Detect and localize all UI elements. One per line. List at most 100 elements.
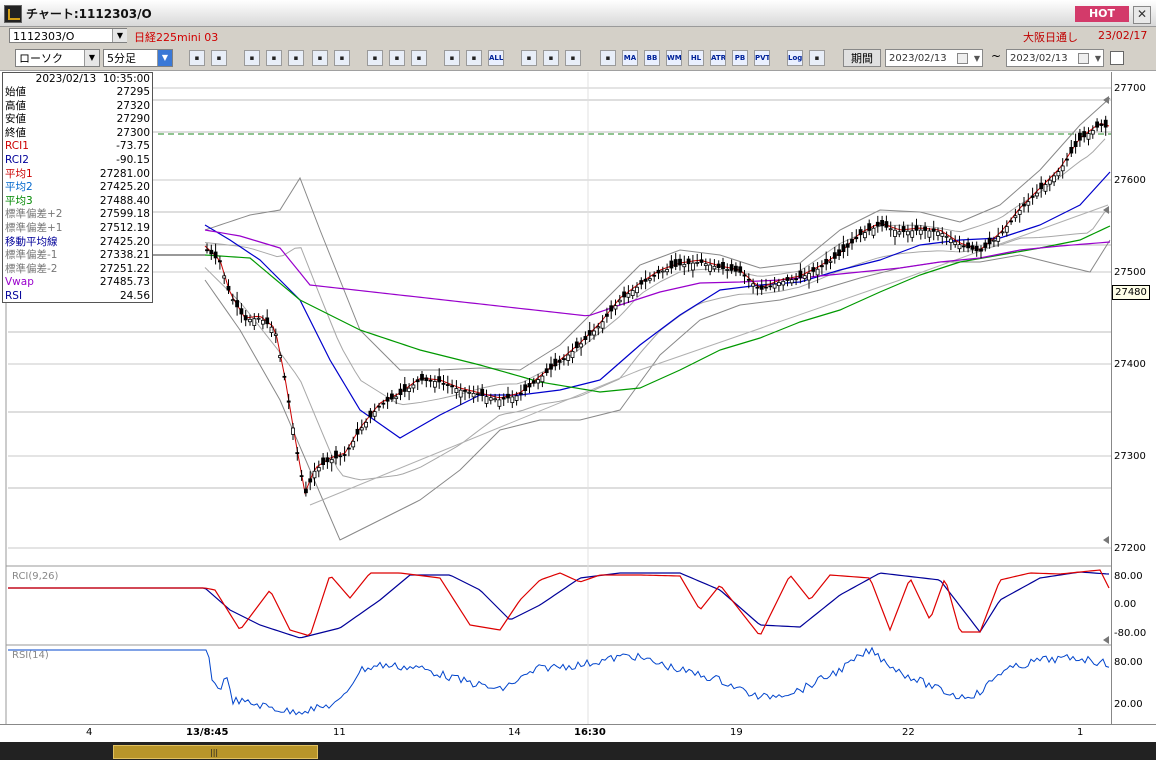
info-value: 27599.18 (99, 208, 150, 221)
candle-body (432, 381, 437, 388)
candle-body (329, 459, 334, 464)
wrench-icon[interactable]: ▪ (543, 50, 559, 66)
candle-body (725, 269, 730, 271)
pointer-icon[interactable]: ▪ (389, 50, 405, 66)
palette-icon[interactable]: ▪ (565, 50, 581, 66)
hot-button[interactable]: HOT (1075, 6, 1129, 22)
candle-body (1035, 192, 1039, 197)
toolbar-button-hl[interactable]: HL (688, 50, 704, 66)
toolbar-button-wma[interactable]: WMA (666, 50, 682, 66)
candle-body (316, 467, 321, 472)
candle-body (1069, 146, 1074, 154)
date-range-checkbox[interactable] (1110, 51, 1124, 65)
rsi-axis-label: 20.00 (1114, 699, 1143, 710)
toolbar-button-atr[interactable]: ATR (710, 50, 726, 66)
candle-body (927, 230, 932, 238)
blank-icon[interactable]: ▪ (334, 50, 350, 66)
candle-body (506, 393, 510, 399)
toolbar-button-all[interactable]: ALL (488, 50, 504, 66)
toolbar-button-bb[interactable]: BB (644, 50, 660, 66)
candle-body (630, 290, 635, 296)
candle-body (1052, 175, 1056, 183)
toolbar-button-pb[interactable]: PB (732, 50, 748, 66)
candle-body (1022, 203, 1026, 207)
grid-icon[interactable]: ▪ (600, 50, 616, 66)
candle-body (338, 455, 343, 458)
candle-body (635, 286, 639, 294)
toolbar-button-log[interactable]: Log (787, 50, 803, 66)
chart-scrollbar[interactable]: ||| (0, 742, 1156, 760)
chevron-down-icon[interactable]: ▼ (1094, 54, 1101, 63)
candle-body (381, 402, 386, 405)
interval-select[interactable]: 5分足 ▼ (103, 49, 173, 67)
candle-body (415, 379, 420, 383)
candle-body (579, 343, 583, 348)
candle-body (777, 282, 781, 287)
calendar-icon[interactable] (1078, 53, 1089, 64)
info-value: 27300 (116, 126, 150, 139)
search-icon[interactable]: ▪ (189, 50, 205, 66)
export-icon[interactable]: ▪ (809, 50, 825, 66)
candle-body (643, 278, 648, 282)
info-datetime: 2023/02/13 10:35:00 (35, 73, 150, 85)
candle-body (260, 319, 265, 325)
chart-type-select[interactable]: ローソク ▼ (15, 49, 100, 67)
candle-body (1047, 179, 1052, 185)
info-value: 27295 (116, 86, 150, 98)
arrow-icon[interactable]: ▪ (411, 50, 427, 66)
info-label: 標準偏差-1 (5, 249, 58, 262)
candle-body (501, 397, 506, 400)
info-row: 移動平均線 27425.20 (5, 236, 150, 249)
rsi-axis-label: 80.00 (1114, 657, 1143, 668)
chevron-down-icon[interactable]: ▼ (112, 29, 127, 42)
indicator-icon[interactable]: ▪ (312, 50, 328, 66)
candle-body (587, 330, 592, 336)
price-axis-label: 27400 (1114, 359, 1146, 370)
interval-value: 5分足 (107, 52, 136, 65)
chart-type-value: ローソク (19, 52, 63, 65)
info-row: Vwap 27485.73 (5, 276, 150, 289)
candle-body (471, 392, 476, 398)
toolbar-button-ma[interactable]: MA (622, 50, 638, 66)
info-row: 高値 27320 (5, 100, 150, 113)
gear-icon[interactable]: ▪ (521, 50, 537, 66)
info-value: 27485.73 (99, 276, 150, 289)
candle-body (359, 427, 364, 431)
chevron-down-icon[interactable]: ▼ (973, 54, 980, 63)
candle-body (226, 285, 231, 291)
candle-body (669, 260, 674, 269)
window-icon[interactable]: ▪ (288, 50, 304, 66)
info-row: RSI 24.56 (5, 290, 150, 303)
candle-body (463, 390, 467, 392)
crosshair-icon[interactable]: ▪ (211, 50, 227, 66)
candle-body (699, 259, 704, 263)
candle-body (974, 245, 979, 252)
moving-average-3 (204, 225, 1111, 393)
info-row: 安値 27290 (5, 113, 150, 126)
time-axis-label: 4 (86, 727, 93, 738)
scrollbar-thumb[interactable] (113, 745, 318, 759)
zoom-icon[interactable]: ▪ (266, 50, 282, 66)
pen-icon[interactable]: ▪ (367, 50, 383, 66)
calendar-icon[interactable] (957, 53, 968, 64)
candle-icon[interactable]: ▪ (444, 50, 460, 66)
candle-body (574, 341, 579, 349)
candle-body (983, 242, 988, 248)
period-button[interactable]: 期間 (843, 49, 881, 67)
toolbar-button-pvt[interactable]: PVT (754, 50, 770, 66)
date-from-field[interactable]: 2023/02/13 ▼ (885, 49, 983, 67)
date-from-value: 2023/02/13 (889, 53, 947, 64)
candle-body (708, 264, 712, 272)
info-label: 移動平均線 (5, 235, 58, 248)
draw-icon[interactable]: ▪ (244, 50, 260, 66)
tick-icon[interactable]: ▪ (466, 50, 482, 66)
symbol-code-field[interactable]: 1112303/O (9, 28, 127, 43)
price-axis-label: 27500 (1114, 267, 1146, 278)
info-row: RCI2 -90.15 (5, 154, 150, 167)
candle-body (553, 358, 558, 367)
close-icon[interactable]: ✕ (1133, 6, 1151, 24)
candle-body (243, 315, 248, 321)
date-to-field[interactable]: 2023/02/13 ▼ (1006, 49, 1104, 67)
candle-body (527, 383, 532, 388)
